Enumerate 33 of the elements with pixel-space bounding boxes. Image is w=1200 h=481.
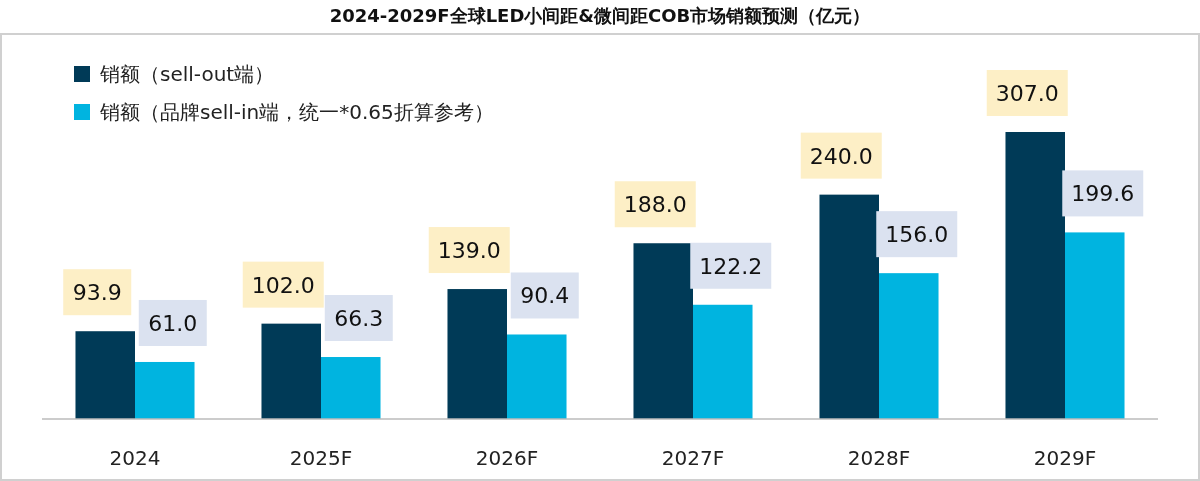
data-label: 61.0 <box>148 310 198 336</box>
bar <box>693 304 753 419</box>
bar <box>75 331 135 419</box>
legend-label: 销额（sell-out端） <box>99 62 275 86</box>
data-label: 66.3 <box>334 306 384 332</box>
bar <box>1005 132 1065 419</box>
bar <box>507 334 567 419</box>
bar <box>819 194 879 419</box>
data-label: 139.0 <box>437 238 501 264</box>
x-tick-label: 2025F <box>289 446 353 470</box>
bar <box>135 361 195 419</box>
bar <box>321 357 381 419</box>
bar <box>879 273 939 419</box>
x-tick-label: 2024 <box>109 446 161 470</box>
legend-label: 销额（品牌sell-in端，统一*0.65折算参考） <box>99 100 494 124</box>
data-label: 188.0 <box>623 192 687 218</box>
x-tick-label: 2029F <box>1033 446 1097 470</box>
data-label: 90.4 <box>520 283 570 309</box>
data-label: 93.9 <box>72 280 122 306</box>
bar <box>1065 232 1125 419</box>
chart-title: 2024-2029F全球LED小间距&微间距COB市场销额预测（亿元） <box>329 5 871 26</box>
bar <box>633 243 693 419</box>
x-tick-label: 2026F <box>475 446 539 470</box>
x-tick-label: 2027F <box>661 446 725 470</box>
data-label: 122.2 <box>699 253 763 279</box>
data-label: 199.6 <box>1071 181 1135 207</box>
x-tick-label: 2028F <box>847 446 911 470</box>
data-label: 102.0 <box>251 272 315 298</box>
data-label: 240.0 <box>809 143 873 169</box>
bar <box>261 323 321 419</box>
data-label: 307.0 <box>995 81 1059 106</box>
data-label: 156.0 <box>885 222 949 248</box>
bar <box>447 289 507 419</box>
